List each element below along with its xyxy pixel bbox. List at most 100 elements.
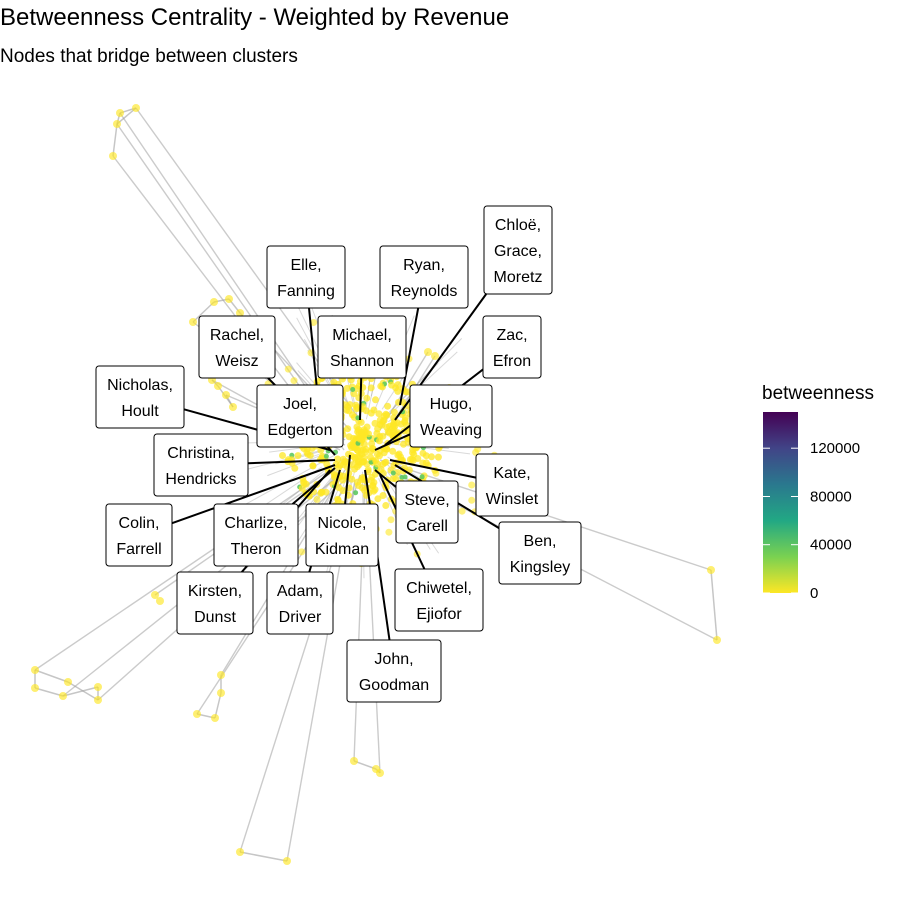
label-text: Zac, xyxy=(496,327,527,344)
node xyxy=(94,683,102,691)
node xyxy=(390,470,396,476)
node xyxy=(229,403,237,411)
node-label: Elle, Fanning xyxy=(266,245,346,309)
node xyxy=(298,548,306,556)
leader-line xyxy=(374,469,397,488)
node xyxy=(422,452,430,460)
label-text: Charlize, xyxy=(224,515,287,532)
node-label: Rachel, Weisz xyxy=(198,315,276,379)
leader-line xyxy=(291,467,336,505)
node xyxy=(419,459,427,467)
node xyxy=(350,387,356,392)
edge xyxy=(67,681,99,701)
node xyxy=(346,401,354,409)
node xyxy=(313,496,321,503)
node xyxy=(458,507,466,515)
node xyxy=(358,484,366,492)
label-text: Ryan, xyxy=(403,257,445,274)
node xyxy=(217,689,225,697)
node xyxy=(367,384,375,392)
label-text: Edgerton xyxy=(268,422,333,439)
node xyxy=(372,396,379,404)
node xyxy=(387,516,395,524)
leader-line xyxy=(374,433,411,451)
edge xyxy=(192,301,215,323)
label-box xyxy=(346,639,442,703)
label-text: Joel, xyxy=(283,396,317,413)
node xyxy=(345,450,352,458)
edge xyxy=(34,687,64,697)
node xyxy=(352,401,360,409)
label-text: Hugo, xyxy=(430,396,473,413)
label-box xyxy=(198,315,276,379)
node-label: Joel, Edgerton xyxy=(256,384,344,448)
legend-colorbar xyxy=(763,412,798,593)
node xyxy=(367,477,375,484)
node xyxy=(211,714,219,722)
node xyxy=(310,319,318,326)
label-text: Ben, xyxy=(524,533,557,550)
node xyxy=(379,492,387,499)
label-text: Goodman xyxy=(359,677,429,694)
label-text: Theron xyxy=(231,541,282,558)
leader-line xyxy=(344,454,351,505)
node xyxy=(390,461,398,469)
node xyxy=(431,352,439,360)
node xyxy=(434,453,442,461)
label-box xyxy=(266,245,346,309)
node xyxy=(31,666,39,674)
node xyxy=(389,421,397,429)
edge xyxy=(119,112,336,431)
label-text: Rachel, xyxy=(210,327,264,344)
node xyxy=(376,452,383,460)
edge xyxy=(62,686,99,697)
leader-line xyxy=(171,464,336,525)
node xyxy=(376,769,384,777)
label-text: Carell xyxy=(406,518,448,535)
label-text: Chiwetel, xyxy=(406,580,472,597)
node xyxy=(390,408,398,416)
node xyxy=(330,378,338,386)
label-text: Colin, xyxy=(119,515,160,532)
node xyxy=(360,440,368,448)
node xyxy=(382,502,390,509)
node xyxy=(366,453,374,461)
label-box xyxy=(95,365,185,429)
leader-line xyxy=(389,459,477,479)
node-label: Chloë, Grace, Moretz xyxy=(483,205,553,295)
edge xyxy=(112,123,118,157)
label-text: Chloë, xyxy=(495,217,541,234)
node xyxy=(348,411,356,419)
label-text: Dunst xyxy=(194,609,236,626)
node xyxy=(359,446,367,454)
legend-tick-label: 0 xyxy=(810,585,818,602)
node xyxy=(406,456,414,463)
label-text: Kate, xyxy=(493,465,530,482)
label-text: John, xyxy=(374,651,413,668)
label-box xyxy=(317,315,407,379)
node xyxy=(424,348,432,356)
label-box xyxy=(409,384,493,448)
node xyxy=(356,435,364,443)
node xyxy=(298,484,306,492)
node xyxy=(109,152,117,160)
edge xyxy=(116,107,137,125)
node xyxy=(397,453,405,461)
node xyxy=(402,474,408,480)
node xyxy=(193,710,201,718)
node-label: Nicholas, Hoult xyxy=(95,365,185,429)
node xyxy=(300,478,308,486)
leader-line xyxy=(327,446,336,456)
node xyxy=(376,416,384,424)
node xyxy=(409,449,417,457)
label-text: Fanning xyxy=(277,283,335,300)
node xyxy=(365,430,372,438)
node xyxy=(350,757,358,765)
edge xyxy=(214,692,222,719)
node xyxy=(304,450,312,458)
node xyxy=(132,104,140,112)
node xyxy=(383,445,391,453)
label-box xyxy=(176,571,254,635)
legend-tick-label: 80000 xyxy=(810,489,852,506)
node-label: Steve, Carell xyxy=(395,480,459,544)
